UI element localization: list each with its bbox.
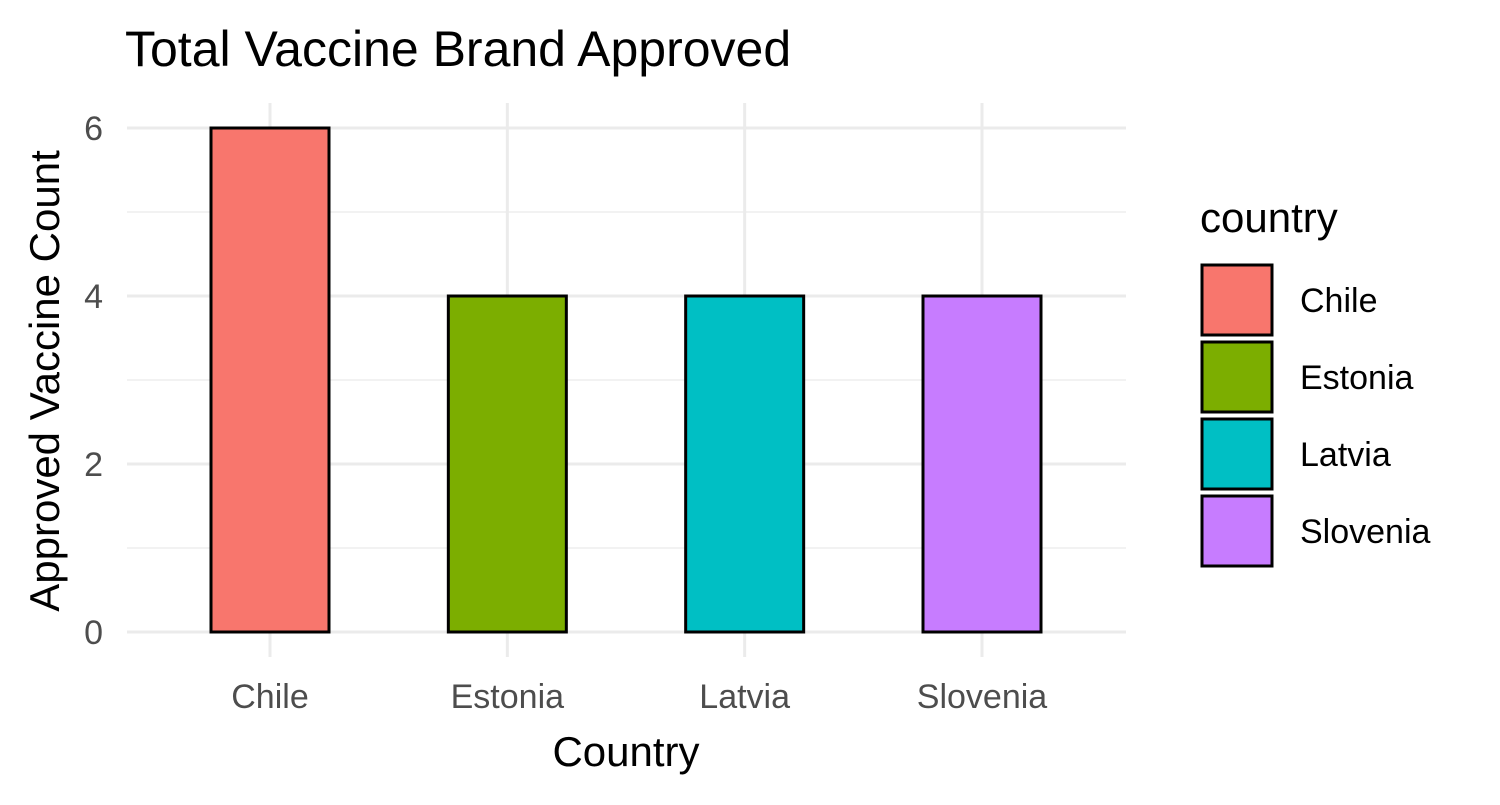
legend-swatch <box>1200 494 1274 568</box>
bar-estonia <box>446 294 568 634</box>
legend-swatch <box>1200 340 1274 414</box>
x-axis-title: Country <box>552 728 699 775</box>
x-tick-label: Latvia <box>699 678 790 716</box>
chart-title: Total Vaccine Brand Approved <box>125 21 791 77</box>
legend-swatch <box>1200 417 1274 491</box>
y-tick-label: 2 <box>84 446 103 484</box>
legend-label: Chile <box>1300 282 1377 320</box>
bar-slovenia <box>921 294 1043 634</box>
legend-item-chile: Chile <box>1200 263 1377 337</box>
legend-item-latvia: Latvia <box>1200 417 1391 491</box>
legend-label: Estonia <box>1300 359 1413 397</box>
bar-latvia <box>684 294 806 634</box>
legend-items: Chile Estonia Latvia Slovenia <box>1200 263 1431 568</box>
x-axis-ticks: Chile Estonia Latvia Slovenia <box>231 678 1047 716</box>
legend-swatch <box>1200 263 1274 337</box>
legend-label: Latvia <box>1300 436 1391 474</box>
x-tick-label: Chile <box>231 678 308 716</box>
bars <box>209 126 1043 634</box>
y-axis-ticks: 0 2 4 6 <box>84 110 103 652</box>
legend-item-slovenia: Slovenia <box>1200 494 1431 568</box>
y-axis-title: Approved Vaccine Count <box>21 150 68 612</box>
legend-item-estonia: Estonia <box>1200 340 1413 414</box>
y-tick-label: 6 <box>84 110 103 148</box>
legend-label: Slovenia <box>1300 513 1431 551</box>
y-tick-label: 0 <box>84 614 103 652</box>
x-tick-label: Estonia <box>451 678 564 716</box>
legend: country Chile Estonia Latvia Slovenia <box>1200 194 1431 568</box>
bar-chile <box>209 126 331 634</box>
legend-title: country <box>1200 194 1338 241</box>
y-tick-label: 4 <box>84 278 103 316</box>
x-tick-label: Slovenia <box>917 678 1048 716</box>
